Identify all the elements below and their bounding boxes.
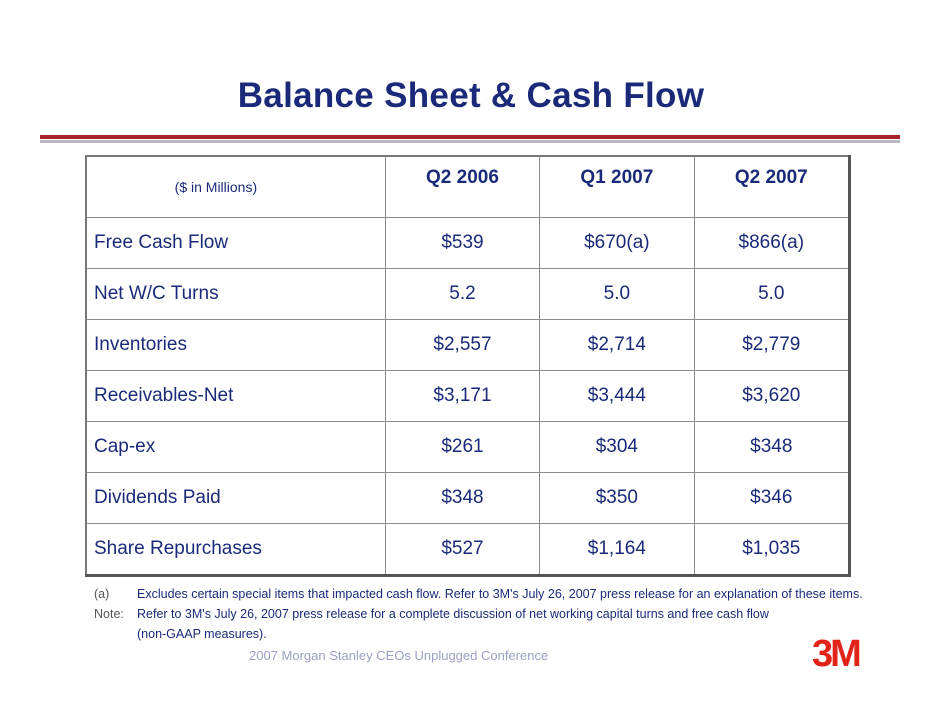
table-cell: 5.0 xyxy=(693,268,851,320)
footnotes: (a) Excludes certain special items that … xyxy=(94,584,863,644)
footnote-text: Excludes certain special items that impa… xyxy=(137,587,863,601)
table-cell: $1,035 xyxy=(693,523,851,576)
row-label: Inventories xyxy=(85,319,386,371)
footnote-text: Refer to 3M's July 26, 2007 press releas… xyxy=(137,607,769,621)
table-row: Cap-ex $261 $304 $348 xyxy=(85,421,851,473)
table-cell: $866(a) xyxy=(693,217,851,269)
row-label: Net W/C Turns xyxy=(85,268,386,320)
footnote-tag xyxy=(94,624,137,644)
unit-note: ($ in Millions) xyxy=(85,155,386,218)
footnote-tag: Note: xyxy=(94,607,124,621)
table-row: Net W/C Turns 5.2 5.0 5.0 xyxy=(85,268,851,320)
row-label: Free Cash Flow xyxy=(85,217,386,269)
table-cell: $527 xyxy=(384,523,541,576)
row-label: Share Repurchases xyxy=(85,523,386,576)
footnote-note: Note: Refer to 3M's July 26, 2007 press … xyxy=(94,604,863,624)
table-cell: $304 xyxy=(539,421,695,473)
table-row: Free Cash Flow $539 $670(a) $866(a) xyxy=(85,217,851,269)
column-header: Q1 2007 xyxy=(539,155,695,218)
footnote-note-continued: (non-GAAP measures). xyxy=(94,624,863,644)
row-label: Receivables-Net xyxy=(85,370,386,422)
footnote-text: (non-GAAP measures). xyxy=(137,627,267,641)
table-cell: $3,620 xyxy=(693,370,851,422)
table-header-row: ($ in Millions) Q2 2006 Q1 2007 Q2 2007 xyxy=(85,155,851,218)
table-cell: 5.2 xyxy=(384,268,541,320)
table-cell: $1,164 xyxy=(539,523,695,576)
column-header: Q2 2006 xyxy=(384,155,541,218)
row-label: Cap-ex xyxy=(85,421,386,473)
title-rule-grey xyxy=(40,140,900,143)
table-cell: $3,171 xyxy=(384,370,541,422)
table-cell: 5.0 xyxy=(539,268,695,320)
table-row: Receivables-Net $3,171 $3,444 $3,620 xyxy=(85,370,851,422)
row-label: Dividends Paid xyxy=(85,472,386,524)
conference-footer: 2007 Morgan Stanley CEOs Unplugged Confe… xyxy=(249,648,549,663)
footnote-tag: (a) xyxy=(94,587,110,601)
slide-title: Balance Sheet & Cash Flow xyxy=(237,76,705,115)
3m-logo: 3M xyxy=(812,633,862,675)
table-cell: $670(a) xyxy=(539,217,695,269)
title-rule-red xyxy=(40,135,900,139)
table-cell: $2,557 xyxy=(384,319,541,371)
table-cell: $3,444 xyxy=(539,370,695,422)
column-header: Q2 2007 xyxy=(693,155,851,218)
footnote-a: (a) Excludes certain special items that … xyxy=(94,584,863,604)
table-cell: $2,714 xyxy=(539,319,695,371)
table-cell: $261 xyxy=(384,421,541,473)
table-cell: $348 xyxy=(384,472,541,524)
table-cell: $539 xyxy=(384,217,541,269)
table-cell: $348 xyxy=(693,421,851,473)
table-cell: $346 xyxy=(693,472,851,524)
balance-sheet-table: ($ in Millions) Q2 2006 Q1 2007 Q2 2007 … xyxy=(85,155,851,577)
table-row: Dividends Paid $348 $350 $346 xyxy=(85,472,851,524)
table-row: Inventories $2,557 $2,714 $2,779 xyxy=(85,319,851,371)
table-cell: $350 xyxy=(539,472,695,524)
table-cell: $2,779 xyxy=(693,319,851,371)
table-row: Share Repurchases $527 $1,164 $1,035 xyxy=(85,523,851,576)
